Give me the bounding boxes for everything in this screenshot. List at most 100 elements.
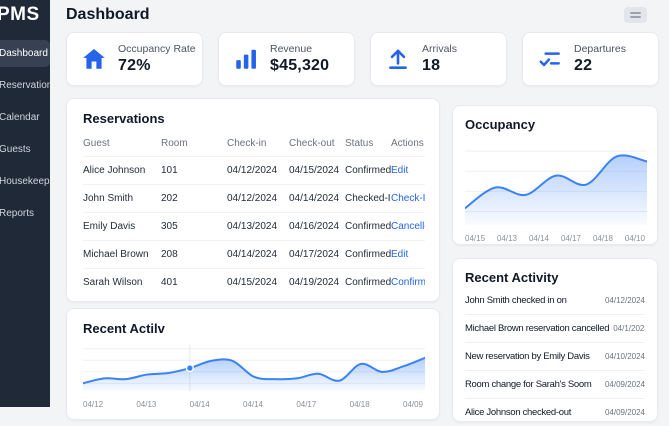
menu-button[interactable] <box>624 7 647 23</box>
action-link[interactable]: Edit <box>391 249 408 260</box>
activity-item: New reservation by Emily Davis 04/10/202… <box>465 343 645 371</box>
column-header-room: Room <box>161 131 227 157</box>
activity-message: Alice Johnson checked-out <box>465 407 571 418</box>
arrow-up-icon <box>385 46 411 72</box>
table-row: Emily Davis 305 04/13/2024 04/16/2024 Co… <box>83 213 425 241</box>
column-header-check-out: Check-out <box>289 131 345 157</box>
action-link[interactable]: Confirm <box>391 277 425 288</box>
occupancy-title: Occupancy <box>465 117 645 132</box>
x-axis-label: 04/18 <box>593 234 613 243</box>
activity-date: 04/10/2024 <box>605 352 645 361</box>
app-root: PMS Dashboard Reservations Calendar Gues… <box>0 0 669 407</box>
checklist-icon <box>537 46 563 72</box>
activity-chart-title: Recent Actilv <box>83 321 423 336</box>
occupancy-x-axis: 04/15 04/13 04/14 04/17 04/18 04/10 <box>465 234 645 243</box>
hamburger-icon <box>630 12 641 14</box>
check-in-cell: 04/14/2024 <box>227 241 289 269</box>
sidebar-item-reservations[interactable]: Reservations <box>0 72 50 99</box>
status-cell: Confirmed <box>345 213 391 241</box>
table-row: John Smith 202 04/12/2024 04/14/2024 Che… <box>83 185 425 213</box>
column-header-status: Status <box>345 131 391 157</box>
activity-chart <box>83 343 425 391</box>
activity-item: John Smith checked in on 04/12/2024 <box>465 287 645 315</box>
stat-cards-row: Occupancy Rate 72% Revenue $45,320 <box>66 32 659 86</box>
home-icon <box>81 46 107 72</box>
x-axis-label: 04/17 <box>561 234 581 243</box>
column-header-actions: Actions <box>391 131 425 157</box>
reservations-title: Reservations <box>83 111 423 126</box>
x-axis-label: 04/10 <box>625 234 645 243</box>
stat-label: Occupancy Rate <box>118 43 196 55</box>
stat-label: Departures <box>574 43 626 55</box>
activity-item: Room change for Sarah's Soom 04/09/2024 <box>465 371 645 399</box>
recent-activity-title: Recent Activity <box>465 270 645 285</box>
table-header-row: Guest Room Check-in Check-out Status Act… <box>83 131 425 157</box>
sidebar-nav: Dashboard Reservations Calendar Guests H… <box>0 40 50 227</box>
activity-message: Room change for Sarah's Soom <box>465 379 591 390</box>
activity-item: Alice Johnson checked-out 04/09/2024 <box>465 399 645 426</box>
x-axis-label: 04/14 <box>243 400 263 409</box>
stat-value: $45,320 <box>270 57 329 75</box>
room-cell: 401 <box>161 269 227 297</box>
x-axis-label: 04/13 <box>497 234 517 243</box>
sidebar-item-reports[interactable]: Reports <box>0 200 50 227</box>
status-cell: Confirmed <box>345 269 391 297</box>
activity-date: 04/1/2024 <box>613 324 645 333</box>
room-cell: 101 <box>161 157 227 185</box>
activity-message: Michael Brown reservation cancelled <box>465 323 609 334</box>
x-axis-label: 04/15 <box>465 234 485 243</box>
x-axis-label: 04/17 <box>296 400 316 409</box>
stat-card-departures: Departures 22 <box>522 32 659 86</box>
guest-cell: Alice Johnson <box>83 157 161 185</box>
app-logo: PMS <box>0 4 50 26</box>
column-header-guest: Guest <box>83 131 161 157</box>
guest-cell: John Smith <box>83 185 161 213</box>
check-in-cell: 04/12/2024 <box>227 157 289 185</box>
stat-card-occupancy-rate: Occupancy Rate 72% <box>66 32 203 86</box>
table-row: Alice Johnson 101 04/12/2024 04/15/2024 … <box>83 157 425 185</box>
sidebar-item-calendar[interactable]: Calendar <box>0 104 50 131</box>
x-axis-label: 04/14 <box>529 234 549 243</box>
column-header-check-in: Check-in <box>227 131 289 157</box>
guest-cell: Emily Davis <box>83 213 161 241</box>
action-link[interactable]: Edit <box>391 165 408 176</box>
x-axis-label: 04/09 <box>403 400 423 409</box>
table-row: Michael Brown 208 04/14/2024 04/17/2024 … <box>83 241 425 269</box>
activity-item: Michael Brown reservation cancelled 04/1… <box>465 315 645 343</box>
occupancy-panel: Occupancy 04/15 04/13 04/14 04/17 04/18 … <box>452 105 658 245</box>
activity-message: New reservation by Emily Davis <box>465 351 590 362</box>
stat-card-revenue: Revenue $45,320 <box>218 32 355 86</box>
reservations-table: Guest Room Check-in Check-out Status Act… <box>83 131 425 297</box>
table-row: Sarah Wilson 401 04/15/2024 04/19/2024 C… <box>83 269 425 297</box>
sidebar-item-guests[interactable]: Guests <box>0 136 50 163</box>
page-title: Dashboard <box>66 6 150 24</box>
room-cell: 208 <box>161 241 227 269</box>
activity-chart-panel: Recent Actilv 04/12 04/13 04/14 04/14 04… <box>66 308 440 420</box>
check-in-cell: 04/12/2024 <box>227 185 289 213</box>
stat-label: Arrivals <box>422 43 457 55</box>
stat-label: Revenue <box>270 43 329 55</box>
guest-cell: Michael Brown <box>83 241 161 269</box>
activity-list: John Smith checked in on 04/12/2024 Mich… <box>465 287 645 426</box>
sidebar-item-dashboard[interactable]: Dashboard <box>0 40 50 67</box>
check-out-cell: 04/15/2024 <box>289 157 345 185</box>
action-link[interactable]: Cancelled <box>391 221 425 232</box>
status-cell: Confirmed <box>345 157 391 185</box>
sidebar: PMS Dashboard Reservations Calendar Gues… <box>0 0 50 407</box>
stat-card-arrivals: Arrivals 18 <box>370 32 507 86</box>
stat-value: 18 <box>422 57 457 75</box>
activity-date: 04/09/2024 <box>605 380 645 389</box>
guest-cell: Sarah Wilson <box>83 269 161 297</box>
room-cell: 202 <box>161 185 227 213</box>
x-axis-label: 04/13 <box>136 400 156 409</box>
check-out-cell: 04/19/2024 <box>289 269 345 297</box>
check-out-cell: 04/17/2024 <box>289 241 345 269</box>
activity-chart-x-axis: 04/12 04/13 04/14 04/14 04/17 04/18 04/0… <box>83 400 423 409</box>
stat-value: 72% <box>118 57 196 75</box>
check-in-cell: 04/15/2024 <box>227 269 289 297</box>
activity-date: 04/12/2024 <box>605 296 645 305</box>
action-link[interactable]: Check-In <box>391 193 425 204</box>
sidebar-item-housekeeping[interactable]: Housekeeping <box>0 168 50 195</box>
status-cell: Checked-In <box>345 185 391 213</box>
bar-chart-icon <box>233 46 259 72</box>
